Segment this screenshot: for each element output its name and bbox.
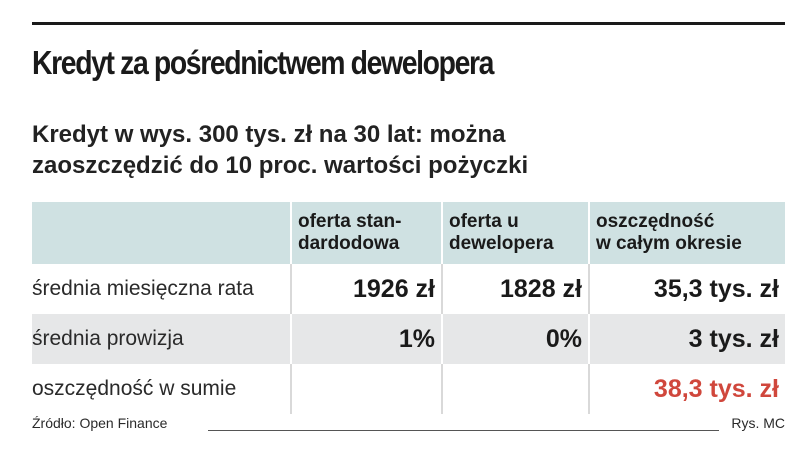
cell-standard: 1% (290, 314, 442, 364)
infographic-title: Kredyt za pośrednictwem dewelopera (32, 44, 494, 81)
comparison-table: oferta stan- dardodowa oferta u dewelope… (32, 202, 785, 414)
subtitle-line-2: zaoszczędzić do 10 proc. wartości pożycz… (32, 152, 529, 179)
row-label: średnia miesięczna rata (32, 277, 254, 300)
cell-savings: 35,3 tys. zł (588, 264, 785, 314)
header-line: oferta u (449, 211, 519, 232)
header-total-savings: oszczędność w całym okresie (588, 202, 785, 264)
header-line: oszczędność (596, 211, 715, 232)
table-row: średnia miesięczna rata 1926 zł 1828 zł … (32, 264, 785, 314)
table-row: średnia prowizja 1% 0% 3 tys. zł (32, 314, 785, 364)
infographic-subtitle: Kredyt w wys. 300 tys. zł na 30 lat: moż… (32, 119, 785, 181)
cell-developer (441, 364, 589, 414)
table-row: oszczędność w sumie 38,3 tys. zł (32, 364, 785, 414)
top-rule (32, 22, 785, 25)
infographic: Kredyt za pośrednictwem dewelopera Kredy… (32, 0, 785, 451)
header-standard-offer: oferta stan- dardodowa (290, 202, 442, 264)
cell-standard: 1926 zł (290, 264, 442, 314)
cell-savings: 3 tys. zł (588, 314, 785, 364)
header-line: oferta stan- (298, 211, 402, 232)
header-line: w całym okresie (596, 233, 742, 254)
credit-note: Rys. MC (731, 415, 785, 431)
cell-savings-total: 38,3 tys. zł (588, 364, 785, 414)
header-empty-cell (32, 202, 291, 264)
subtitle-line-1: Kredyt w wys. 300 tys. zł na 30 lat: moż… (32, 121, 506, 148)
row-label: średnia prowizja (32, 314, 291, 364)
header-line: dewelopera (449, 233, 554, 254)
footer: Źródło: Open Finance Rys. MC (32, 415, 785, 435)
footer-rule (208, 430, 719, 431)
cell-developer: 0% (441, 314, 589, 364)
table-header-row: oferta stan- dardodowa oferta u dewelope… (32, 202, 785, 264)
source-note: Źródło: Open Finance (32, 415, 168, 431)
header-developer-offer: oferta u dewelopera (441, 202, 589, 264)
row-label: oszczędność w sumie (32, 377, 237, 400)
cell-standard (290, 364, 442, 414)
header-line: dardodowa (298, 233, 400, 254)
cell-developer: 1828 zł (441, 264, 589, 314)
